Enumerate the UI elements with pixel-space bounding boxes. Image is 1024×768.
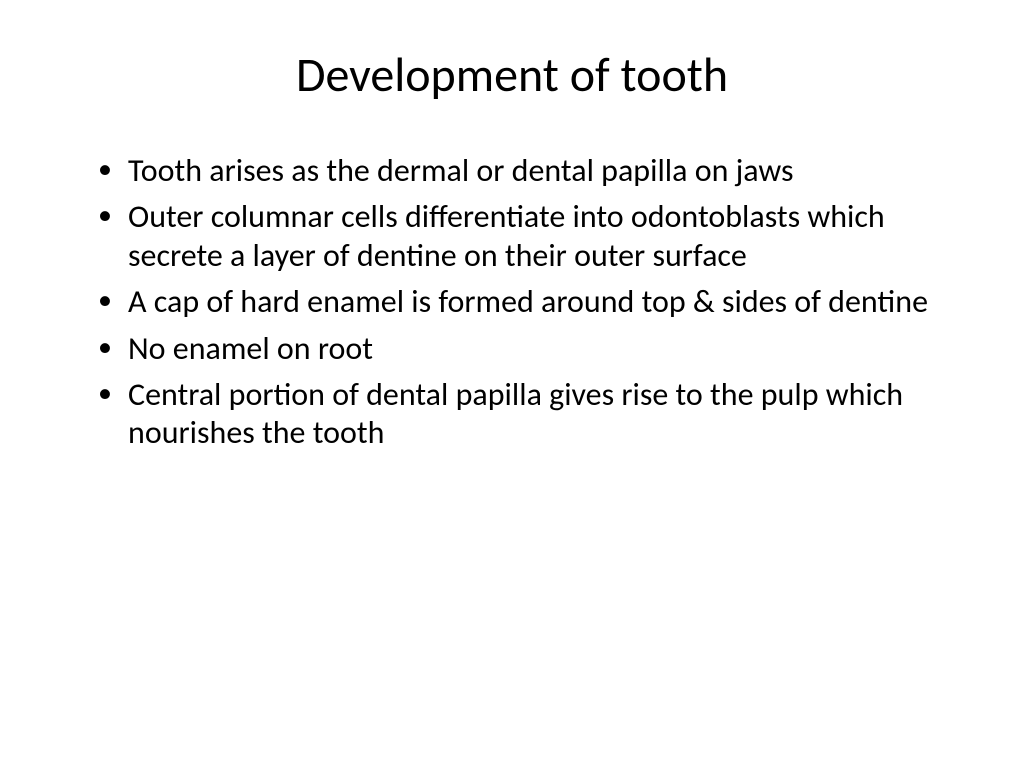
bullet-item: Tooth arises as the dermal or dental pap… bbox=[80, 152, 944, 190]
bullet-item: Central portion of dental papilla gives … bbox=[80, 376, 944, 453]
bullet-list: Tooth arises as the dermal or dental pap… bbox=[80, 152, 944, 453]
bullet-item: A cap of hard enamel is formed around to… bbox=[80, 283, 944, 321]
bullet-item: No enamel on root bbox=[80, 330, 944, 368]
slide-container: Development of tooth Tooth arises as the… bbox=[0, 0, 1024, 768]
slide-title: Development of tooth bbox=[80, 45, 944, 104]
bullet-item: Outer columnar cells differentiate into … bbox=[80, 198, 944, 275]
